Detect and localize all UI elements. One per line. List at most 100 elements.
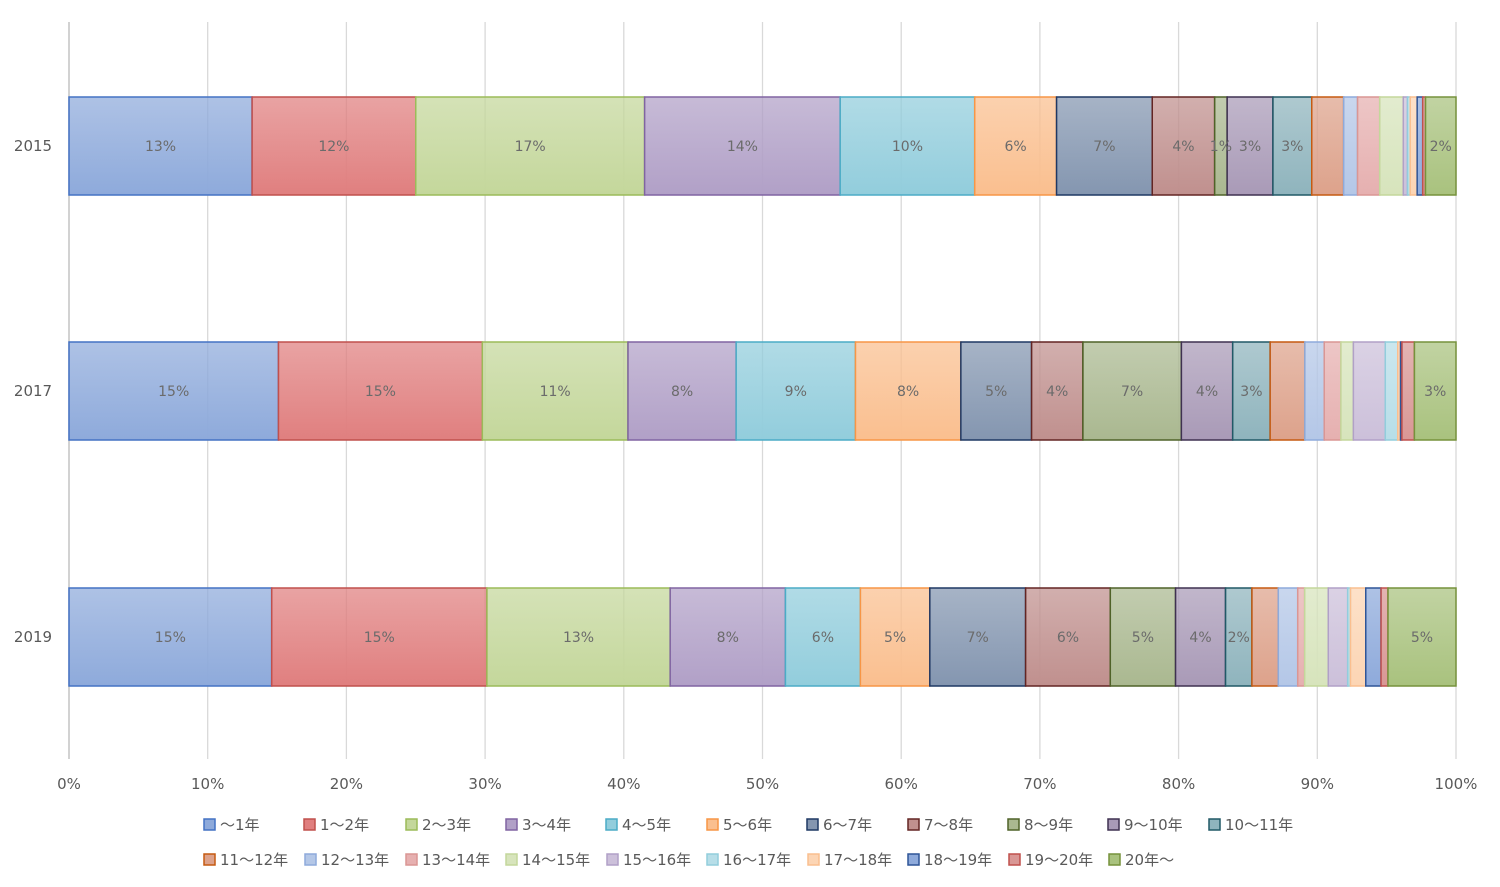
data-label: 15% <box>365 384 396 400</box>
bar-segment <box>481 341 629 441</box>
bar-segment <box>973 96 1058 196</box>
data-label: 7% <box>1121 384 1143 400</box>
legend-label: 14〜15年 <box>522 851 590 869</box>
legend-swatch <box>907 853 920 866</box>
legend-label: 20年〜 <box>1125 851 1174 869</box>
legend-label: 4〜5年 <box>622 816 671 834</box>
legend-label: 3〜4年 <box>522 816 571 834</box>
data-label: 4% <box>1172 139 1194 155</box>
data-label: 5% <box>985 384 1007 400</box>
legend-swatch <box>907 818 920 831</box>
bar-segment <box>1024 587 1112 687</box>
bar-segment <box>1055 96 1153 196</box>
data-label: 6% <box>1005 139 1027 155</box>
bar-segment <box>1424 96 1457 196</box>
bar-segment <box>1352 341 1387 441</box>
bar-segment <box>1311 96 1345 196</box>
data-label: 3% <box>1239 139 1261 155</box>
category-labels: 2015 2017 2019 <box>14 137 52 646</box>
bar-segment <box>1387 587 1457 687</box>
bar-segment <box>1269 341 1306 441</box>
category-label: 2015 <box>14 137 52 155</box>
bar-segment <box>1323 341 1342 441</box>
legend-swatch <box>405 853 418 866</box>
legend-swatch <box>203 853 216 866</box>
legend-swatch <box>405 818 418 831</box>
bar-segment <box>1340 341 1355 441</box>
x-tick-label: 100% <box>1435 775 1478 793</box>
legend-swatch <box>1007 818 1020 831</box>
bar-segment <box>1409 96 1418 196</box>
data-label: 4% <box>1196 384 1218 400</box>
bar-segment <box>1224 587 1253 687</box>
data-label: 15% <box>364 630 395 646</box>
legend-label: 19〜20年 <box>1025 851 1093 869</box>
legend-swatch <box>806 818 819 831</box>
legend-label: 17〜18年 <box>824 851 892 869</box>
legend-label: 〜1年 <box>220 816 260 834</box>
legend-label: 15〜16年 <box>623 851 691 869</box>
data-label: 9% <box>785 384 807 400</box>
data-label: 10% <box>892 139 923 155</box>
data-label: 6% <box>1057 630 1079 646</box>
bar-segment <box>1356 96 1381 196</box>
data-label: 3% <box>1281 139 1303 155</box>
bar-segment <box>1349 587 1367 687</box>
legend: 〜1年 1〜2年 2〜3年 3〜4年 4〜5年 5〜6年 6〜7年 7〜8年 8〜9年 9〜10年… <box>203 816 1293 869</box>
bar-segments <box>68 96 1457 687</box>
bar-segment <box>1380 587 1389 687</box>
data-label: 17% <box>515 139 546 155</box>
bar-segment <box>929 587 1027 687</box>
data-label: 6% <box>812 630 834 646</box>
legend-swatch <box>304 853 317 866</box>
x-tick-label: 50% <box>746 775 779 793</box>
bar-segment <box>68 341 280 441</box>
legend-swatch <box>1108 853 1121 866</box>
bar-segment <box>1384 341 1399 441</box>
category-label: 2019 <box>14 628 52 646</box>
bar-segment <box>270 587 488 687</box>
bar-segment <box>669 587 787 687</box>
data-label: 8% <box>897 384 919 400</box>
bar-segment <box>1378 96 1405 196</box>
data-labels: 13% 12% 17% 14% 10% 6% 7% 4% 1% 3% 3% 2% 15% 15% 11% 8%… <box>145 139 1452 646</box>
x-tick-label: 90% <box>1301 775 1334 793</box>
bar-segment <box>960 341 1033 441</box>
category-label: 2017 <box>14 382 52 400</box>
bar-segment <box>1327 587 1349 687</box>
bar-segment <box>1342 96 1359 196</box>
bar-segment <box>1413 341 1457 441</box>
legend-swatch <box>505 818 518 831</box>
data-label: 11% <box>540 384 571 400</box>
bar-segment <box>277 341 484 441</box>
legend-swatch <box>706 818 719 831</box>
bar-segment <box>627 341 737 441</box>
data-label: 5% <box>884 630 906 646</box>
bar-segment <box>251 96 417 196</box>
x-tick-label: 10% <box>191 775 224 793</box>
legend-label: 7〜8年 <box>924 816 973 834</box>
x-tick-label: 30% <box>468 775 501 793</box>
bar-segment <box>643 96 841 196</box>
data-label: 12% <box>318 139 349 155</box>
bar-segment <box>859 587 931 687</box>
bar-segment <box>1365 587 1382 687</box>
bar-segment <box>68 96 253 196</box>
legend-swatch <box>203 818 216 831</box>
legend-label: 16〜17年 <box>723 851 791 869</box>
data-label: 4% <box>1046 384 1068 400</box>
bar-segment <box>1251 587 1280 687</box>
legend-swatch <box>1208 818 1221 831</box>
legend-label: 11〜12年 <box>220 851 288 869</box>
bar-segment <box>1109 587 1177 687</box>
bar-segment <box>1303 587 1330 687</box>
data-label: 5% <box>1411 630 1433 646</box>
data-label: 8% <box>717 630 739 646</box>
legend-label: 6〜7年 <box>823 816 872 834</box>
legend-label: 9〜10年 <box>1124 816 1183 834</box>
x-tick-label: 70% <box>1023 775 1056 793</box>
bar-segment <box>1296 587 1306 687</box>
legend-label: 2〜3年 <box>422 816 471 834</box>
bar-segment <box>735 341 857 441</box>
bar-segment <box>1231 341 1271 441</box>
